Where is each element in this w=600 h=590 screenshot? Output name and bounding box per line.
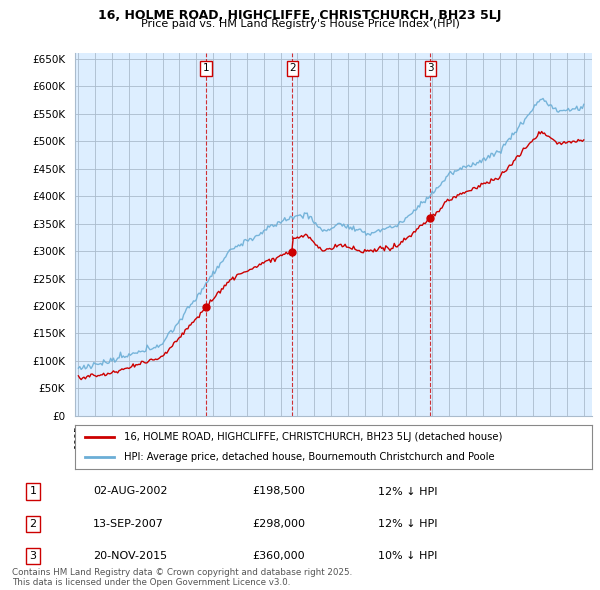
Text: 1: 1 <box>29 487 37 496</box>
Text: 13-SEP-2007: 13-SEP-2007 <box>93 519 164 529</box>
Text: 3: 3 <box>427 63 434 73</box>
Text: 1: 1 <box>203 63 209 73</box>
Text: £198,500: £198,500 <box>252 487 305 496</box>
Text: 10% ↓ HPI: 10% ↓ HPI <box>378 552 437 561</box>
Text: £360,000: £360,000 <box>252 552 305 561</box>
Text: 12% ↓ HPI: 12% ↓ HPI <box>378 519 437 529</box>
Text: 16, HOLME ROAD, HIGHCLIFFE, CHRISTCHURCH, BH23 5LJ: 16, HOLME ROAD, HIGHCLIFFE, CHRISTCHURCH… <box>98 9 502 22</box>
Text: 20-NOV-2015: 20-NOV-2015 <box>93 552 167 561</box>
Text: 3: 3 <box>29 552 37 561</box>
Text: Contains HM Land Registry data © Crown copyright and database right 2025.
This d: Contains HM Land Registry data © Crown c… <box>12 568 352 587</box>
Text: £298,000: £298,000 <box>252 519 305 529</box>
Text: 2: 2 <box>289 63 296 73</box>
Text: Price paid vs. HM Land Registry's House Price Index (HPI): Price paid vs. HM Land Registry's House … <box>140 19 460 30</box>
Text: 02-AUG-2002: 02-AUG-2002 <box>93 487 167 496</box>
Text: 2: 2 <box>29 519 37 529</box>
Text: HPI: Average price, detached house, Bournemouth Christchurch and Poole: HPI: Average price, detached house, Bour… <box>124 452 495 461</box>
Text: 16, HOLME ROAD, HIGHCLIFFE, CHRISTCHURCH, BH23 5LJ (detached house): 16, HOLME ROAD, HIGHCLIFFE, CHRISTCHURCH… <box>124 432 503 442</box>
Text: 12% ↓ HPI: 12% ↓ HPI <box>378 487 437 496</box>
